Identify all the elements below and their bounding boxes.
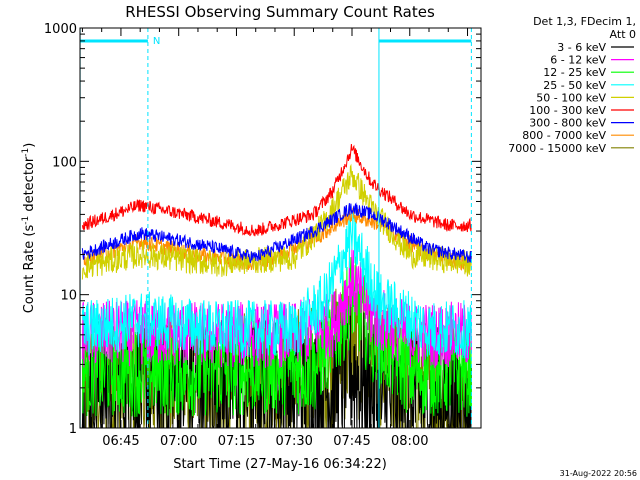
legend-item-label: 300 - 800 keV [529, 117, 606, 130]
legend-item-label: 6 - 12 keV [550, 54, 606, 67]
x-tick-label: 07:00 [160, 434, 197, 449]
night-marker-label: N [153, 36, 160, 47]
legend-item-label: 12 - 25 keV [543, 66, 606, 79]
x-tick-label: 06:45 [102, 434, 139, 449]
series-line-25to50keV [81, 209, 472, 359]
x-tick-label: 07:15 [218, 434, 255, 449]
chart-title: RHESSI Observing Summary Count Rates [125, 3, 435, 21]
x-axis: 06:45 07:00 07:15 07:30 07:45 08:00 [81, 28, 469, 449]
plot-frame [79, 27, 482, 429]
series-layer [81, 144, 472, 428]
y-axis: 1 10 100 1000 [44, 22, 481, 437]
y-tick-label: 1000 [44, 22, 77, 37]
x-tick-label: 07:30 [275, 434, 312, 449]
legend-item-label: 800 - 7000 keV [522, 129, 606, 142]
legend-item-label: 3 - 6 keV [557, 41, 606, 54]
series-line-50to100keV [81, 163, 472, 280]
y-tick-label: 10 [60, 289, 77, 304]
legend-item-label: 25 - 50 keV [543, 79, 606, 92]
y-tick-label: 1 [69, 422, 77, 437]
x-tick-label: 07:45 [333, 434, 370, 449]
x-tick-label: 08:00 [391, 434, 428, 449]
series-line-300to800keV [81, 202, 472, 264]
legend-item-label: 50 - 100 keV [536, 91, 606, 104]
y-axis-label: Count Rate (s-1 detector-1) [21, 143, 37, 314]
legend-item-label: 100 - 300 keV [529, 104, 606, 117]
series-line-100to300keV [81, 144, 472, 237]
y-tick-label: 100 [52, 155, 77, 170]
x-axis-label: Start Time (27-May-16 06:34:22) [173, 457, 387, 472]
legend-header-line2: Att 0 [610, 28, 636, 41]
series-line-3to6keV [81, 301, 472, 428]
legend-item-label: 7000 - 15000 keV [508, 142, 606, 155]
legend-header-line1: Det 1,3, FDecim 1, [533, 15, 636, 28]
timestamp-stamp: 31-Aug-2022 20:56 [560, 469, 637, 478]
